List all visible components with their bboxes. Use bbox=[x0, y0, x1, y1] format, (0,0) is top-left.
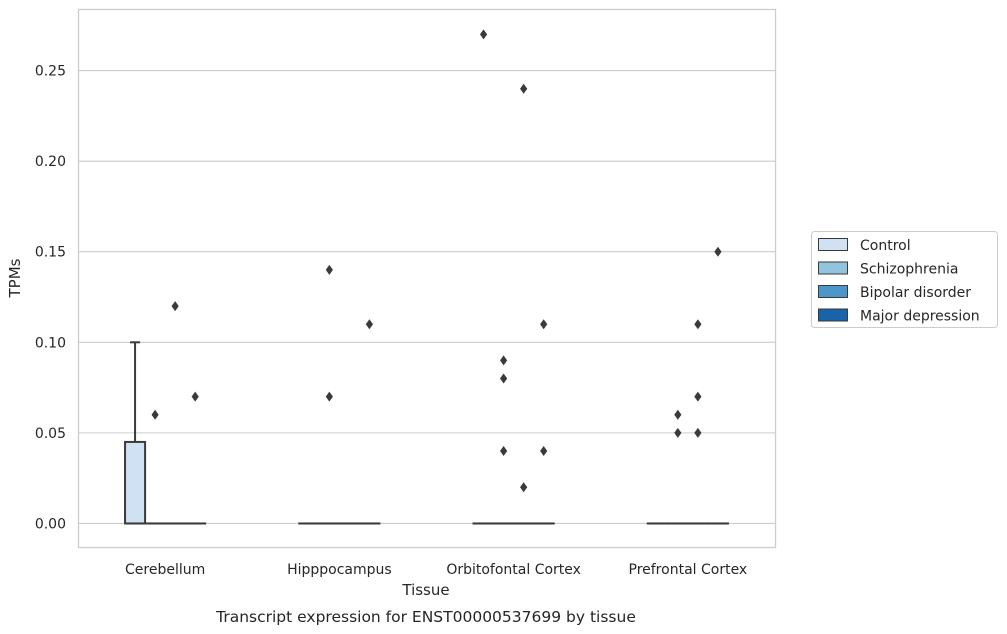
legend-swatch bbox=[818, 261, 848, 275]
outlier-point bbox=[191, 391, 199, 402]
boxes bbox=[124, 341, 729, 525]
legend-label: Control bbox=[860, 238, 911, 254]
y-axis-label: TPMs bbox=[6, 258, 24, 298]
y-tick-label: 0.05 bbox=[35, 426, 66, 442]
legend-swatch bbox=[818, 285, 848, 298]
y-tick-label: 0.20 bbox=[35, 154, 66, 170]
box bbox=[124, 440, 147, 525]
outlier-point bbox=[151, 409, 159, 420]
outlier-point bbox=[540, 445, 548, 456]
outlier-point bbox=[674, 409, 682, 420]
outlier-point bbox=[674, 427, 682, 438]
plot-area-frame bbox=[77, 8, 777, 549]
legend-label: Schizophrenia bbox=[860, 262, 958, 278]
y-tick-label: 0.10 bbox=[35, 335, 66, 351]
y-tick-labels: 0.00 0.05 0.10 0.15 0.20 0.25 bbox=[35, 64, 66, 533]
legend-swatch bbox=[818, 308, 848, 322]
x-tick-label: Hipppocampus bbox=[287, 562, 392, 578]
outlier-point bbox=[325, 391, 333, 402]
x-tick-labels: Cerebellum Hipppocampus Orbitofontal Corte… bbox=[125, 562, 747, 578]
outlier-point bbox=[694, 427, 702, 438]
outlier-point bbox=[520, 83, 528, 94]
x-axis-label: Tissue bbox=[401, 581, 449, 599]
legend-label: Bipolar disorder bbox=[860, 285, 971, 301]
y-tick-label: 0.00 bbox=[35, 516, 66, 532]
outlier-point bbox=[500, 373, 508, 384]
legend-label: Major depression bbox=[860, 309, 980, 325]
legend-swatch bbox=[818, 238, 848, 251]
outlier-point bbox=[325, 264, 333, 275]
x-tick-label: Orbitofontal Cortex bbox=[446, 562, 581, 578]
x-tick-label: Cerebellum bbox=[125, 562, 205, 578]
outlier-point bbox=[365, 319, 374, 330]
outlier-point bbox=[500, 445, 508, 456]
outlier-point bbox=[714, 246, 722, 257]
legend-frame bbox=[811, 231, 998, 328]
y-tick-label: 0.25 bbox=[35, 64, 66, 80]
outlier-point bbox=[479, 29, 488, 40]
outlier-point bbox=[694, 391, 702, 402]
outlier-point bbox=[540, 319, 548, 330]
outlier-points bbox=[151, 29, 722, 493]
outlier-point bbox=[171, 301, 179, 312]
outlier-point bbox=[520, 482, 528, 493]
x-tick-label: Prefrontal Cortex bbox=[629, 562, 748, 578]
chart-caption: Transcript expression for ENST0000053769… bbox=[215, 608, 636, 626]
y-tick-label: 0.15 bbox=[35, 245, 66, 261]
outlier-point bbox=[500, 355, 508, 366]
legend: Control Schizophrenia Bipolar disorder Majo… bbox=[811, 231, 998, 328]
outlier-point bbox=[694, 319, 702, 330]
